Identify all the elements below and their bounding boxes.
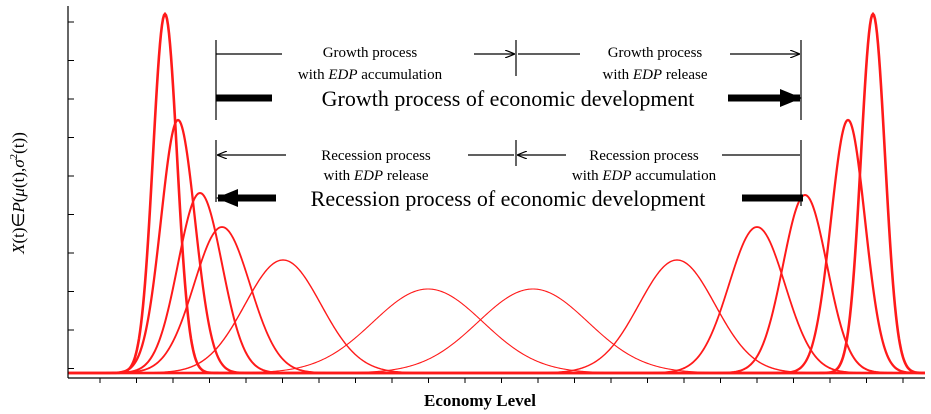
text-part: with [603, 67, 633, 83]
text-part: EDP [632, 67, 662, 83]
text-part: EDP [327, 67, 357, 83]
y-label-part: (t)∈ [9, 213, 28, 244]
y-label-part: X [9, 243, 28, 255]
y-label-part: μ [9, 188, 28, 198]
text-part: EDP [353, 168, 383, 184]
label: with EDP accumulation [298, 67, 443, 83]
y-label-part: 2 [8, 154, 20, 160]
curve [68, 191, 925, 374]
label: with EDP accumulation [572, 168, 717, 184]
axes [67, 6, 925, 383]
text-part: with [572, 168, 602, 184]
curve [68, 226, 925, 374]
main-label: Recession process of economic developmen… [311, 186, 706, 211]
curve [68, 11, 926, 375]
recession-annotations: Recession process with EDP release Reces… [215, 140, 803, 211]
growth-annotations: Growth process with EDP accumulation Gro… [215, 40, 802, 120]
curve [68, 226, 925, 374]
y-label-part: ( [9, 196, 28, 202]
text-part: accumulation [358, 67, 443, 83]
curve [68, 193, 925, 374]
y-label-part: (t), [9, 168, 28, 188]
label: Recession process [589, 148, 699, 164]
y-label-part: P [9, 202, 28, 213]
y-label-part: (t)) [9, 132, 28, 154]
x-axis-label: Economy Level [424, 391, 536, 410]
text-part: accumulation [632, 168, 717, 184]
label: with EDP release [324, 168, 429, 184]
label: Recession process [321, 148, 431, 164]
label: with EDP release [603, 67, 708, 83]
main-label: Growth process of economic development [322, 86, 695, 111]
label: Growth process [608, 45, 703, 61]
text-part: with [298, 67, 328, 83]
text-part: release [383, 168, 429, 184]
y-label-part: σ [9, 159, 28, 168]
y-axis-label: X(t)∈P(μ(t),σ2(t)) [8, 132, 28, 255]
text-part: EDP [601, 168, 631, 184]
text-part: release [662, 67, 708, 83]
text-part: with [324, 168, 354, 184]
label: Growth process [323, 45, 418, 61]
distribution-curves [68, 11, 926, 375]
